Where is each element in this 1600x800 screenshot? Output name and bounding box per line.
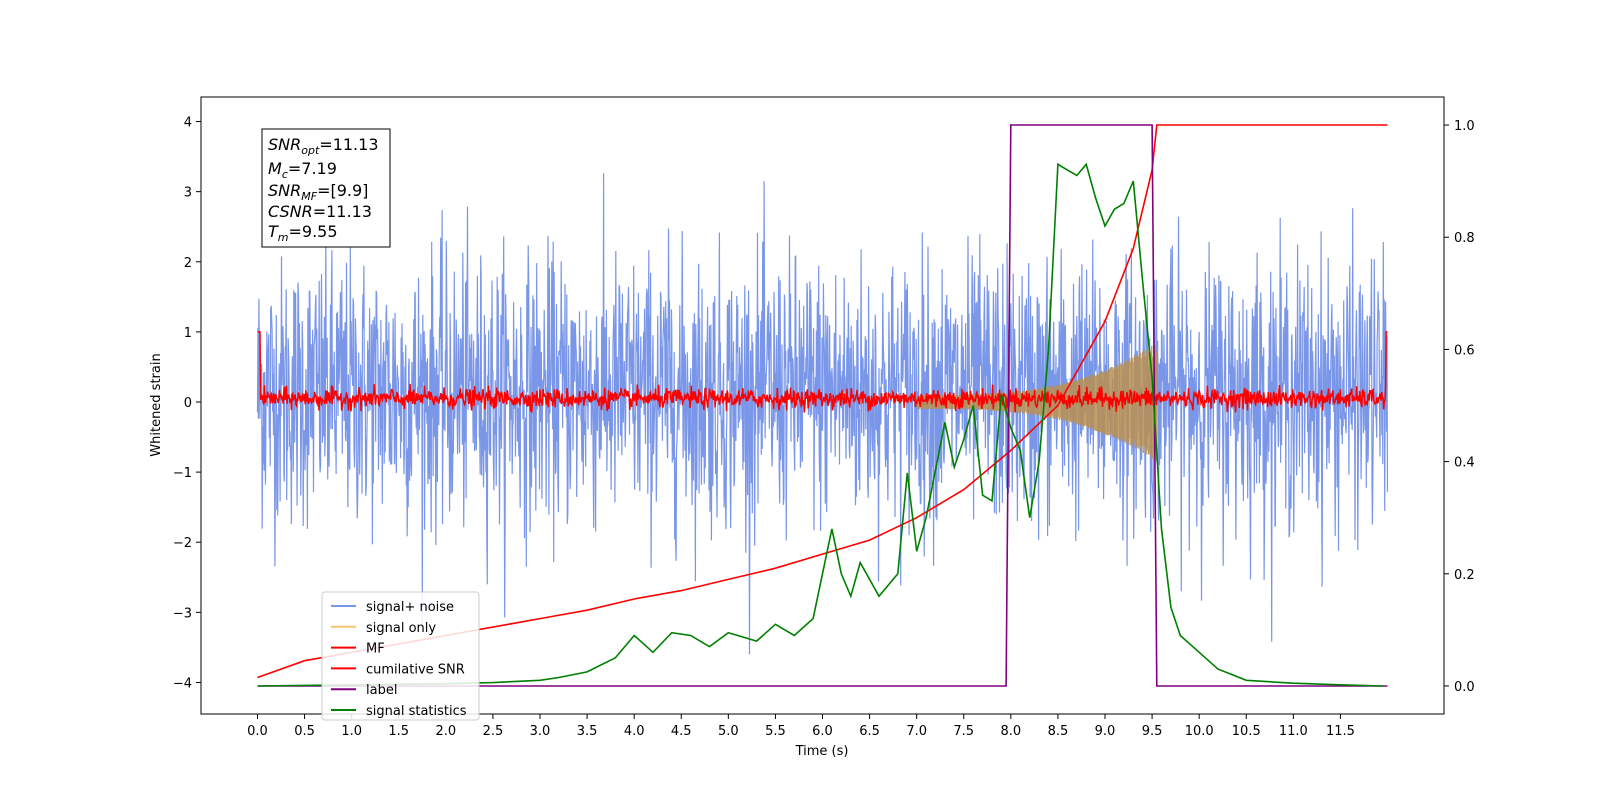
x-tick-label: 0.5 [294,724,315,739]
x-tick-label: 6.0 [812,724,833,739]
y-tick-label: 4 [184,116,192,131]
legend-label: label [366,683,397,698]
x-tick-label: 1.5 [388,724,409,739]
info-snr-mf: SNRMF=[9.9] [268,181,368,203]
x-tick-label: 8.0 [1000,724,1021,739]
x-tick-label: 10.5 [1232,724,1261,739]
x-tick-label: 11.0 [1279,724,1308,739]
legend-label: signal+ noise [366,600,454,615]
y-tick-label: 3 [184,186,192,201]
x-tick-label: 8.5 [1048,724,1069,739]
info-tm: Tm=9.55 [268,222,338,244]
y2-tick-label: 0.4 [1454,456,1475,471]
x-tick-label: 9.0 [1095,724,1116,739]
x-tick-label: 4.0 [624,724,645,739]
info-box: SNRopt=11.13 Mc=7.19 SNRMF=[9.9] CSNR=11… [261,128,391,248]
legend-label: cumilative SNR [366,662,465,677]
x-tick-label: 9.5 [1142,724,1163,739]
x-tick-label: 6.5 [859,724,880,739]
y2-tick-label: 0.8 [1454,231,1475,246]
legend-label: signal statistics [366,704,467,719]
y-tick-label: −3 [173,606,192,621]
series-signal-statistics-line [257,162,1383,687]
y2-tick-label: 0.6 [1454,343,1475,358]
y2-tick-label: 0.0 [1454,680,1475,695]
series-label-line [257,124,1388,687]
x-tick-label: 7.0 [906,724,927,739]
x-tick-label: 1.0 [341,724,362,739]
info-mc: Mc=7.19 [268,159,337,181]
series-mf-line [257,331,1388,413]
x-tick-label: 10.0 [1185,724,1214,739]
y-tick-label: −4 [173,676,192,691]
y2-tick-label: 0.2 [1454,568,1475,583]
x-tick-label: 5.0 [718,724,739,739]
ticks-layer: 0.0 0.5 1.0 1.5 2.0 2.5 3.0 3.5 4.0 4.5 5.0 5.5 6.0 6… [173,116,1475,739]
x-tick-label: 0.0 [247,724,268,739]
x-tick-label: 4.5 [671,724,692,739]
y2-tick-label: 1.0 [1454,119,1475,134]
y-tick-label: 2 [184,256,192,271]
x-tick-label: 3.5 [577,724,598,739]
x-tick-label: 7.5 [953,724,974,739]
y-tick-label: −1 [173,466,192,481]
info-snr-opt: SNRopt=11.13 [268,135,379,157]
x-tick-label: 11.5 [1326,724,1355,739]
y-tick-label: 1 [184,326,192,341]
x-tick-label: 5.5 [765,724,786,739]
x-tick-label: 2.5 [483,724,504,739]
y-axis-label: Whitened strain [149,353,164,456]
x-axis-label: Time (s) [795,744,849,759]
y-tick-label: −2 [173,536,192,551]
legend: signal+ noise signal only MF cumilative SNR… [321,591,480,721]
x-tick-label: 2.0 [435,724,456,739]
x-tick-label: 3.0 [530,724,551,739]
legend-label: signal only [366,621,436,636]
y-tick-label: 0 [184,396,192,411]
info-csnr: CSNR=11.13 [268,202,372,221]
legend-label: MF [366,642,385,657]
series-signal-noise-line [256,173,1389,655]
